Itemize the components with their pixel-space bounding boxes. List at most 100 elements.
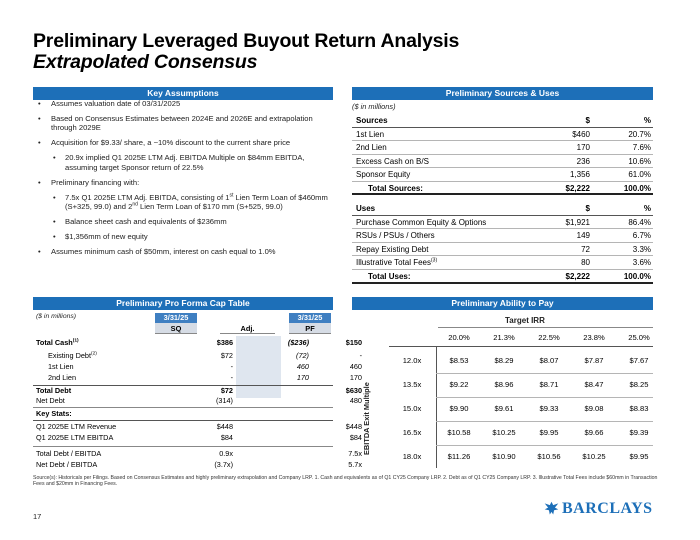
sources-value: 1,356 xyxy=(569,170,590,179)
uses-label-text: Illustrative Total Fees xyxy=(356,258,431,267)
cap-table-header: Preliminary Pro Forma Cap Table xyxy=(33,297,333,310)
adj-value: 460 xyxy=(296,362,309,371)
cap-row-net-debt: Net Debt (314) 480 xyxy=(33,396,362,406)
divider xyxy=(438,327,653,328)
pf-value: 5.7x xyxy=(348,460,362,469)
sources-uses-header: Preliminary Sources & Uses xyxy=(352,87,653,100)
row-divider xyxy=(436,421,653,422)
assumption-bullet: Acquisition for $9.33/ share, a ~10% dis… xyxy=(33,138,333,148)
row-label: 2nd Lien xyxy=(48,373,76,382)
row-divider xyxy=(436,445,653,446)
financing-text-b: Lien Term Loan of $460mm (S+325, 99.0) a… xyxy=(65,192,328,212)
page-subtitle: Extrapolated Consensus xyxy=(33,51,258,73)
irr-col: 22.5% xyxy=(538,333,560,342)
uses-row: RSUs / PSUs / Others 149 6.7% xyxy=(352,230,653,243)
assumption-bullet: Assumes minimum cash of $50mm, interest … xyxy=(33,247,333,257)
uses-col-label: Uses xyxy=(356,204,376,213)
sq-value: (314) xyxy=(215,396,233,405)
price-cell: $9.33 xyxy=(539,404,559,413)
key-stats-label: Key Stats: xyxy=(36,409,72,418)
sources-total-label: Total Sources: xyxy=(368,183,423,193)
assumption-sub-bullet: 7.5x Q1 2025E LTM Adj. EBITDA, consistin… xyxy=(33,193,333,212)
uses-header-row: Uses $ % xyxy=(352,203,653,216)
uses-label: Illustrative Total Fees(3) xyxy=(356,257,437,270)
irr-col: 20.0% xyxy=(448,333,470,342)
price-cell: $7.67 xyxy=(629,356,649,365)
exit-multiple-label: 15.0x xyxy=(402,404,422,413)
adj-value: (72) xyxy=(296,351,309,360)
cap-table-date-sq: 3/31/25 xyxy=(155,313,197,323)
pf-value: 7.5x xyxy=(348,449,362,458)
assumption-bullet: Based on Consensus Estimates between 202… xyxy=(33,114,333,133)
price-cell: $9.08 xyxy=(584,404,604,413)
cap-row-revenue: Q1 2025E LTM Revenue $448 $448 xyxy=(33,422,362,432)
price-cell: $9.39 xyxy=(629,428,649,437)
assumption-sub-bullet: Balance sheet cash and equivalents of $2… xyxy=(33,217,333,227)
divider xyxy=(389,346,653,347)
page-number: 17 xyxy=(33,512,42,521)
assumption-bullet: Assumes valuation date of 03/31/2025 xyxy=(33,99,333,109)
uses-total-pct: 100.0% xyxy=(623,272,651,281)
uses-label: RSUs / PSUs / Others xyxy=(356,231,435,240)
row-label-text: Total Cash xyxy=(36,338,73,347)
cap-table-date-pf: 3/31/25 xyxy=(289,313,331,323)
price-cell: $10.25 xyxy=(582,452,606,461)
price-cell: $8.47 xyxy=(584,380,604,389)
price-cell: $9.90 xyxy=(449,404,469,413)
uses-row: Purchase Common Equity & Options $1,921 … xyxy=(352,217,653,230)
sources-col-pct: % xyxy=(643,116,651,125)
sources-pct: 61.0% xyxy=(628,170,651,179)
uses-pct: 6.7% xyxy=(632,231,651,240)
row-label: Net Debt / EBITDA xyxy=(36,460,98,469)
divider xyxy=(33,407,333,408)
key-assumptions-list: Assumes valuation date of 03/31/2025 Bas… xyxy=(33,99,333,262)
row-label: Total Cash(1) xyxy=(36,338,79,348)
divider xyxy=(33,420,333,421)
col-pf: PF xyxy=(289,323,331,334)
cap-row-second-lien: 2nd Lien - 170 170 xyxy=(33,373,362,383)
ordinal-sup: nd xyxy=(132,201,138,208)
assumption-sub-bullet: 20.9x implied Q1 2025E LTM Adj. EBITDA M… xyxy=(33,153,333,172)
price-cell: $11.26 xyxy=(447,452,471,461)
uses-row: Repay Existing Debt 72 3.3% xyxy=(352,244,653,257)
price-cell: $8.53 xyxy=(449,356,469,365)
sq-value: $448 xyxy=(216,422,233,431)
sources-total-value: $2,222 xyxy=(565,183,590,193)
assumption-bullet: Preliminary financing with: xyxy=(33,178,333,188)
sources-label: Excess Cash on B/S xyxy=(356,156,429,166)
uses-value: 149 xyxy=(576,231,590,240)
price-cell: $8.07 xyxy=(539,356,559,365)
uses-col-dollar: $ xyxy=(585,204,590,213)
page-title: Preliminary Leveraged Buyout Return Anal… xyxy=(33,30,460,52)
cap-row-debt-ebitda: Total Debt / EBITDA 0.9x 7.5x xyxy=(33,449,362,459)
sources-header-row: Sources $ % xyxy=(352,115,653,128)
row-divider xyxy=(436,397,653,398)
cap-row-total-cash: Total Cash(1) $386 ($236) $150 xyxy=(33,338,362,348)
divider xyxy=(33,446,333,447)
footnote: Source(s): Historicals per Filings. Base… xyxy=(33,475,658,488)
sources-col-dollar: $ xyxy=(585,116,590,125)
sources-label: 2nd Lien xyxy=(356,143,387,152)
sources-value: $460 xyxy=(572,129,590,139)
ability-to-pay-header: Preliminary Ability to Pay xyxy=(352,297,653,310)
pf-value: 170 xyxy=(349,373,362,382)
footnote-sup: (2) xyxy=(91,351,97,357)
pf-value: $448 xyxy=(345,422,362,431)
row-label: Total Debt xyxy=(36,386,72,395)
irr-col: 25.0% xyxy=(628,333,650,342)
sources-total-row: Total Sources: $2,222 100.0% xyxy=(352,183,653,196)
row-label: Net Debt xyxy=(36,396,65,405)
sources-uses-units: ($ in millions) xyxy=(352,102,396,111)
pf-value: $84 xyxy=(349,433,362,442)
divider xyxy=(33,385,333,386)
cap-row-ebitda: Q1 2025E LTM EBITDA $84 $84 xyxy=(33,433,362,443)
sources-pct: 7.6% xyxy=(632,143,651,152)
row-label: Q1 2025E LTM EBITDA xyxy=(36,433,114,442)
price-cell: $7.87 xyxy=(584,356,604,365)
row-divider xyxy=(436,373,653,374)
uses-label: Purchase Common Equity & Options xyxy=(356,217,487,227)
adj-value: ($236) xyxy=(287,338,309,347)
pf-value: 460 xyxy=(349,362,362,371)
irr-col: 23.8% xyxy=(583,333,605,342)
row-label: Q1 2025E LTM Revenue xyxy=(36,422,117,431)
